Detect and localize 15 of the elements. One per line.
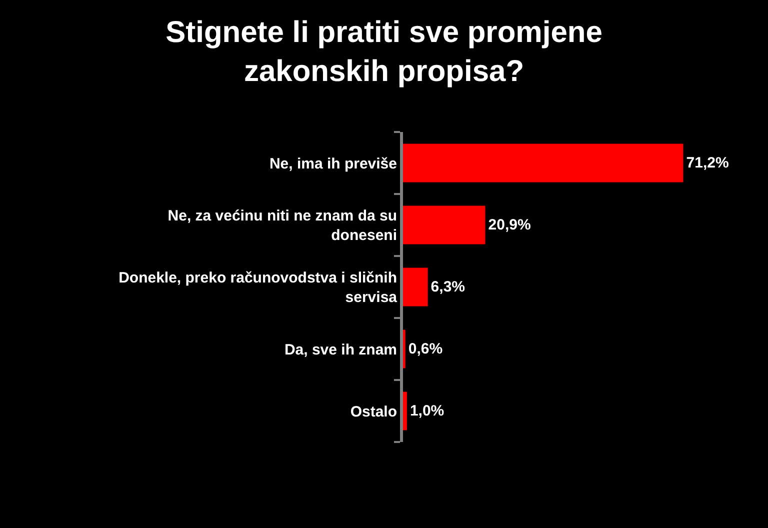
data-label: 20,9% [488, 216, 531, 234]
chart-title: Stignete li pratiti sve promjene zakonskih propisa? [166, 16, 602, 88]
bar [403, 206, 486, 244]
y-tick-label: Ostalo [350, 403, 397, 420]
y-tick-label: Ne, ima ih previše [269, 155, 397, 172]
data-label: 1,0% [410, 402, 444, 420]
bar [403, 268, 428, 306]
y-tick-label: Ne, za većinu niti ne znam da su doneseni [168, 208, 397, 244]
bar [403, 392, 407, 430]
data-label: 71,2% [686, 154, 729, 172]
bar [403, 144, 684, 182]
data-label: 6,3% [430, 278, 466, 296]
y-tick-label: Donekle, preko računovodstva i sličnih servisa [118, 270, 398, 306]
y-tick-label: Da, sve ih znam [284, 341, 397, 358]
data-label: 0,6% [408, 340, 443, 358]
